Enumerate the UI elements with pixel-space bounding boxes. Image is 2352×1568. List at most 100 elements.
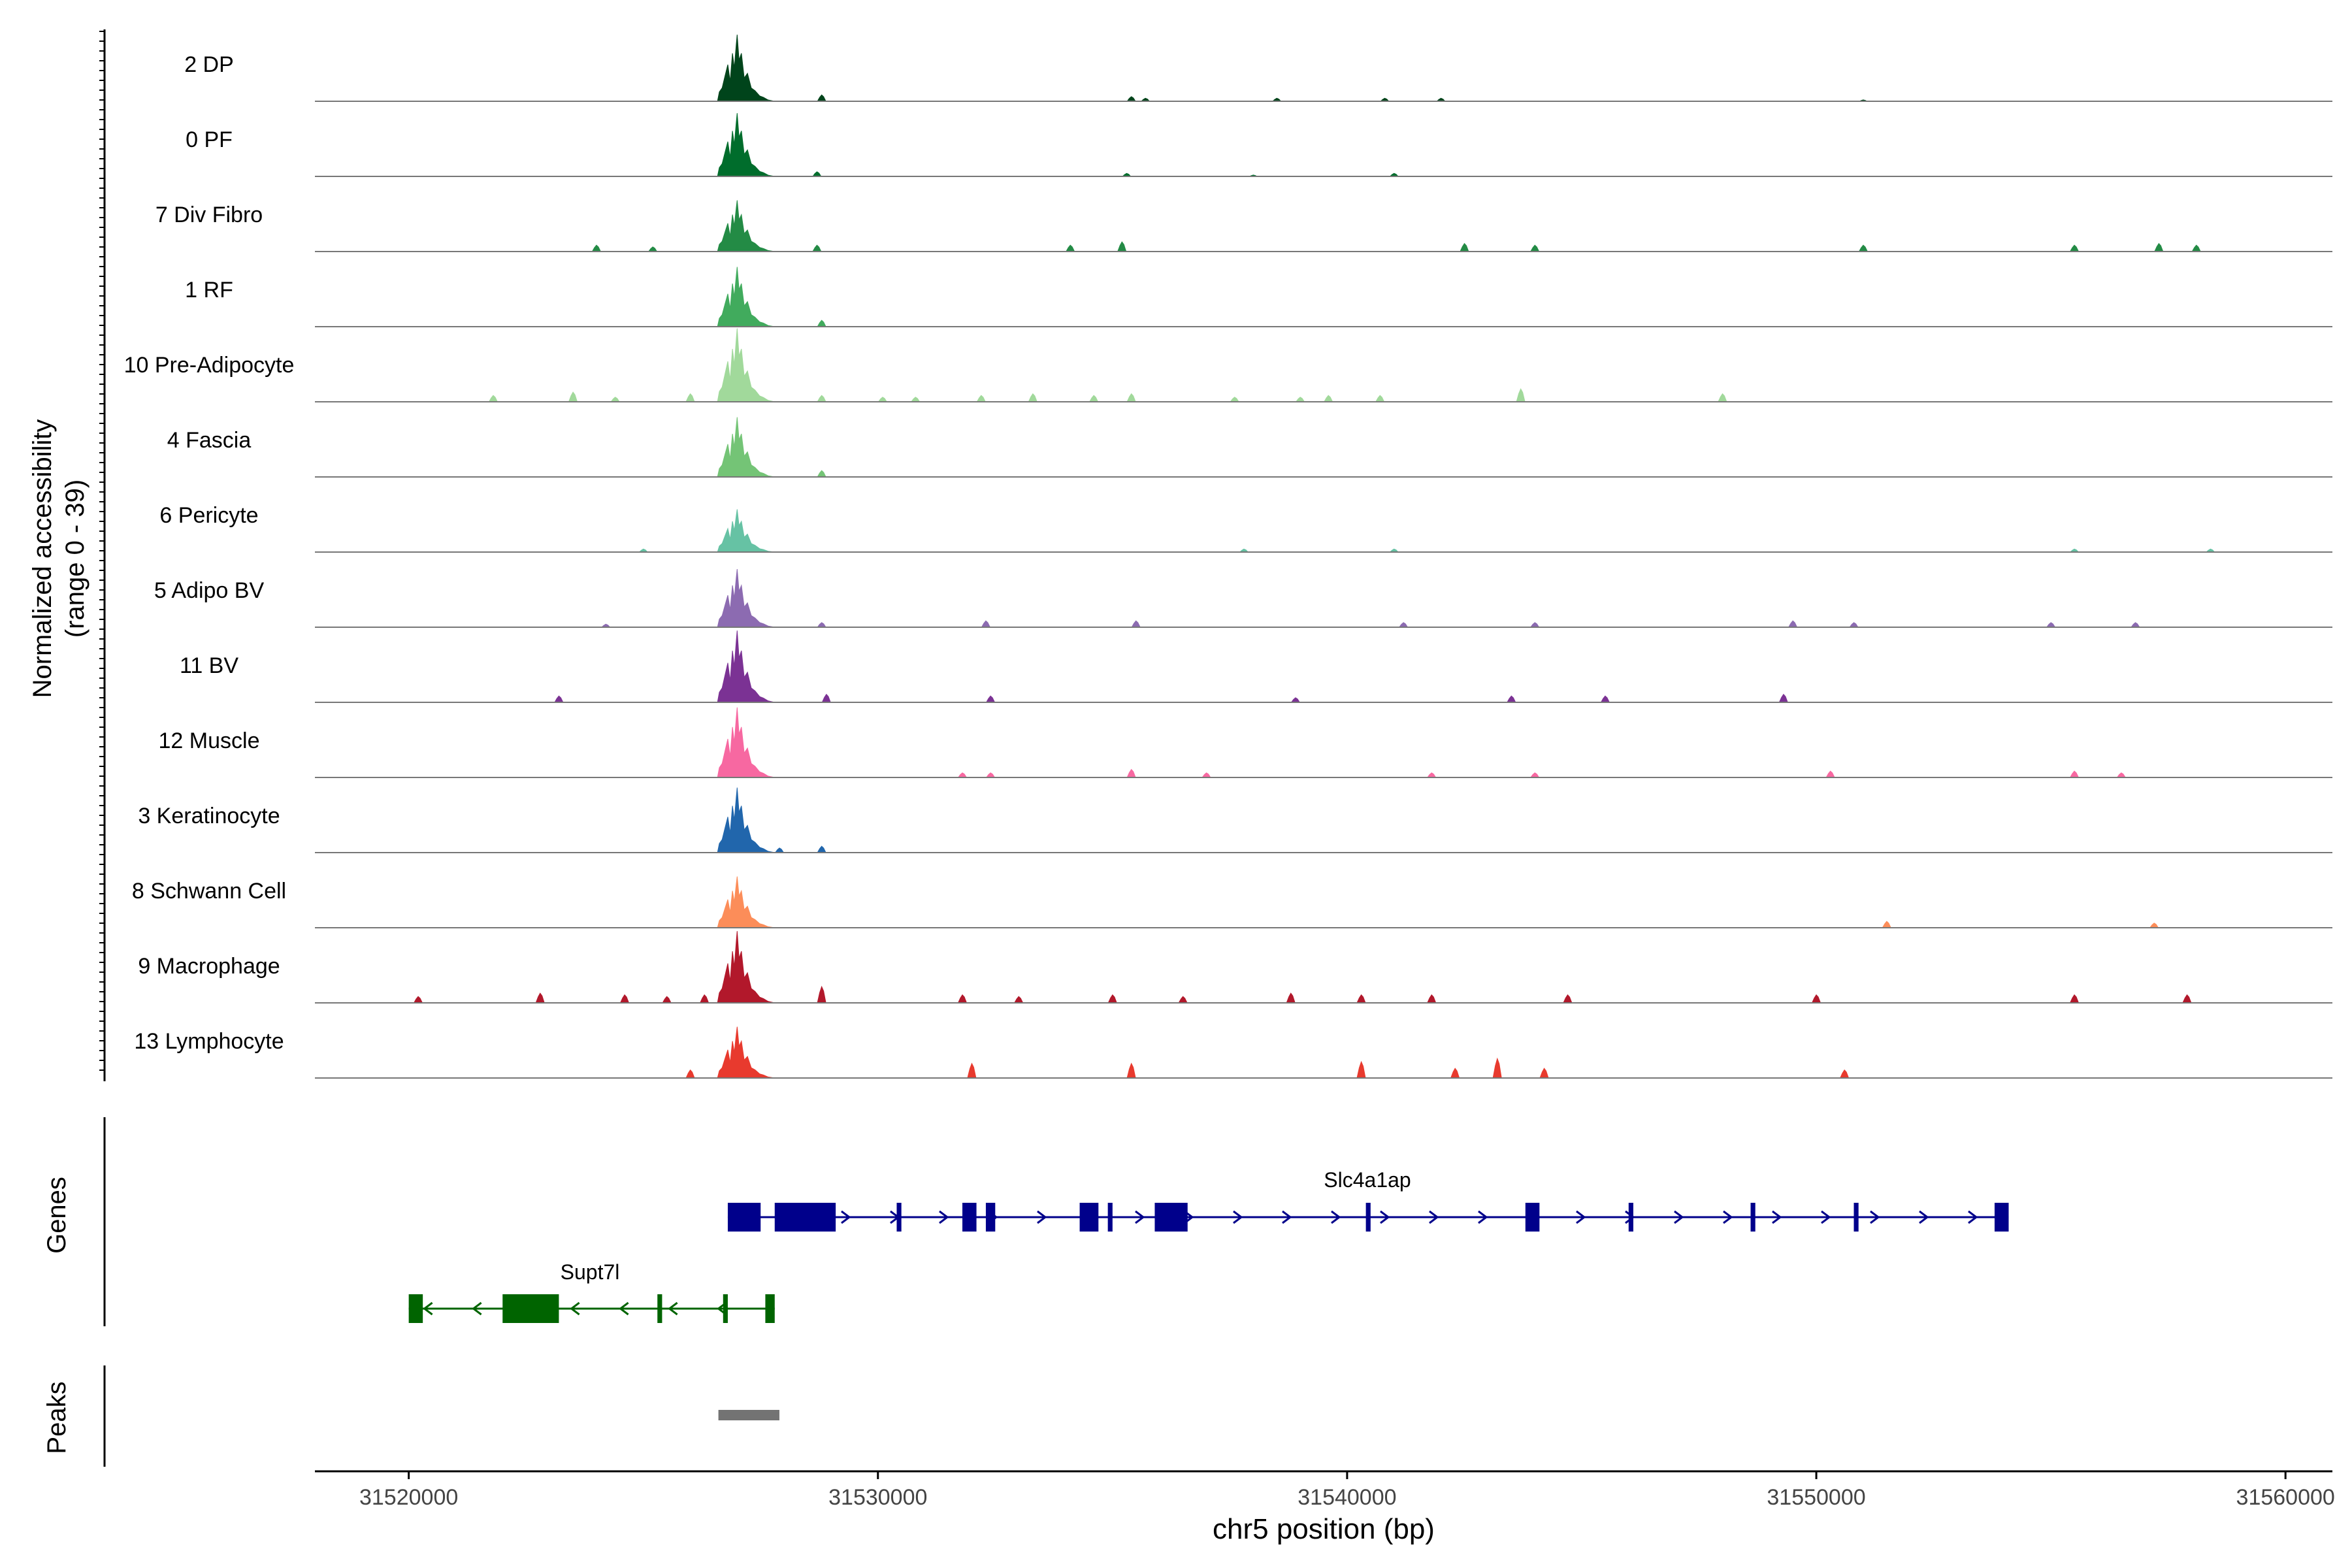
minor-peak xyxy=(1427,772,1437,777)
minor-peak xyxy=(1272,97,1282,101)
x-axis: 31520000 31530000 31540000 31550000 31560000 xyxy=(315,1470,2335,1510)
minor-peak xyxy=(685,1069,695,1078)
gene-label: Slc4a1ap xyxy=(1324,1168,1411,1192)
strand-chevron xyxy=(1968,1210,1978,1224)
minor-peak xyxy=(2154,242,2164,252)
minor-peak xyxy=(568,391,578,402)
minor-peak xyxy=(967,1062,977,1078)
exon xyxy=(1994,1203,2009,1232)
track-10-pre-adipocyte: 10 Pre-Adipocyte xyxy=(124,328,2332,402)
exon xyxy=(723,1294,728,1323)
minor-peak xyxy=(1324,395,1333,402)
exon xyxy=(985,1203,996,1232)
minor-peak xyxy=(1436,97,1446,101)
track-13-lymphocyte: 13 Lymphocyte xyxy=(134,1026,2332,1079)
gene-supt7l: Supt7l xyxy=(408,1260,775,1323)
y-axis-sublabel: (range 0 - 39) xyxy=(61,480,90,638)
main-peak-area xyxy=(676,267,775,327)
minor-peak xyxy=(2206,548,2215,552)
minor-peak xyxy=(1389,548,1399,552)
main-peak-area xyxy=(676,417,775,478)
genes-layer: Slc4a1ap Supt7l xyxy=(103,1117,2009,1326)
minor-peak xyxy=(2070,548,2079,552)
main-peak-area xyxy=(676,509,775,553)
x-tick-label: 31550000 xyxy=(1767,1485,1865,1510)
minor-peak xyxy=(817,319,826,327)
main-peak-area xyxy=(676,34,775,102)
minor-peak xyxy=(821,693,831,702)
track-12-muscle: 12 Muscle xyxy=(159,707,2332,778)
x-tick-label: 31540000 xyxy=(1298,1485,1396,1510)
track-label: 6 Pericyte xyxy=(159,503,258,528)
minor-peak xyxy=(1126,1062,1136,1078)
minor-peak xyxy=(817,395,826,402)
minor-peak xyxy=(1507,695,1516,702)
minor-peak xyxy=(812,244,822,252)
minor-peak xyxy=(1840,1069,1850,1078)
minor-peak xyxy=(1563,994,1573,1003)
exon xyxy=(502,1294,559,1323)
minor-peak xyxy=(1849,622,1859,627)
minor-peak xyxy=(554,695,564,702)
minor-peak xyxy=(488,395,498,402)
minor-peak xyxy=(1788,620,1798,627)
main-peak-area xyxy=(676,931,775,1004)
minor-peak xyxy=(1825,770,1835,777)
minor-peak xyxy=(1380,97,1390,101)
minor-peak xyxy=(1296,397,1305,402)
minor-peak xyxy=(2046,622,2056,627)
minor-peak xyxy=(2070,244,2079,252)
x-tick-label: 31560000 xyxy=(2236,1485,2335,1510)
track-1-rf: 1 RF xyxy=(185,267,2332,327)
strand-chevron xyxy=(1821,1210,1831,1224)
genes-panel-label: Genes xyxy=(42,1177,71,1254)
minor-peak xyxy=(1117,241,1127,252)
strand-chevron xyxy=(1478,1210,1488,1224)
exon xyxy=(1107,1203,1113,1232)
track-label: 5 Adipo BV xyxy=(154,578,265,603)
minor-peak xyxy=(812,171,822,176)
track-2-dp: 2 DP xyxy=(184,34,2332,102)
minor-peak xyxy=(1516,388,1526,402)
minor-peak xyxy=(610,397,620,402)
minor-peak xyxy=(414,996,423,1003)
main-peak-area xyxy=(676,569,775,628)
strand-chevron xyxy=(939,1210,949,1224)
minor-peak xyxy=(1356,1060,1366,1078)
strand-chevron xyxy=(1723,1210,1733,1224)
minor-peak xyxy=(535,992,545,1003)
minor-peak xyxy=(958,994,967,1003)
strand-chevron xyxy=(423,1301,433,1316)
minor-peak xyxy=(1427,994,1437,1003)
minor-peak xyxy=(1122,172,1132,176)
minor-peak xyxy=(1882,921,1891,928)
minor-peak xyxy=(1089,395,1099,402)
minor-peak xyxy=(1230,397,1239,402)
track-label: 1 RF xyxy=(185,278,233,302)
minor-peak xyxy=(1286,992,1296,1003)
minor-peak xyxy=(1290,697,1300,702)
strand-chevron xyxy=(1331,1210,1341,1224)
exon xyxy=(1525,1203,1540,1232)
minor-peak xyxy=(817,622,826,627)
peaks-layer xyxy=(103,1365,779,1467)
minor-peak xyxy=(1141,97,1151,101)
strand-chevron xyxy=(472,1301,482,1316)
minor-peak xyxy=(2070,994,2079,1003)
track-label: 4 Fascia xyxy=(167,428,252,453)
minor-peak xyxy=(817,985,826,1003)
strand-chevron xyxy=(1919,1210,1929,1224)
peak-region xyxy=(718,1410,779,1420)
minor-peak xyxy=(700,994,710,1003)
exon xyxy=(657,1294,662,1323)
minor-peak xyxy=(877,397,887,402)
minor-peak xyxy=(1066,244,1075,252)
minor-peak xyxy=(958,772,967,777)
minor-peak xyxy=(1539,1068,1549,1078)
main-peak-area xyxy=(676,876,775,928)
strand-chevron xyxy=(1674,1210,1684,1224)
track-label: 2 DP xyxy=(184,52,234,77)
minor-peak xyxy=(1812,994,1821,1003)
minor-peak xyxy=(817,470,826,477)
